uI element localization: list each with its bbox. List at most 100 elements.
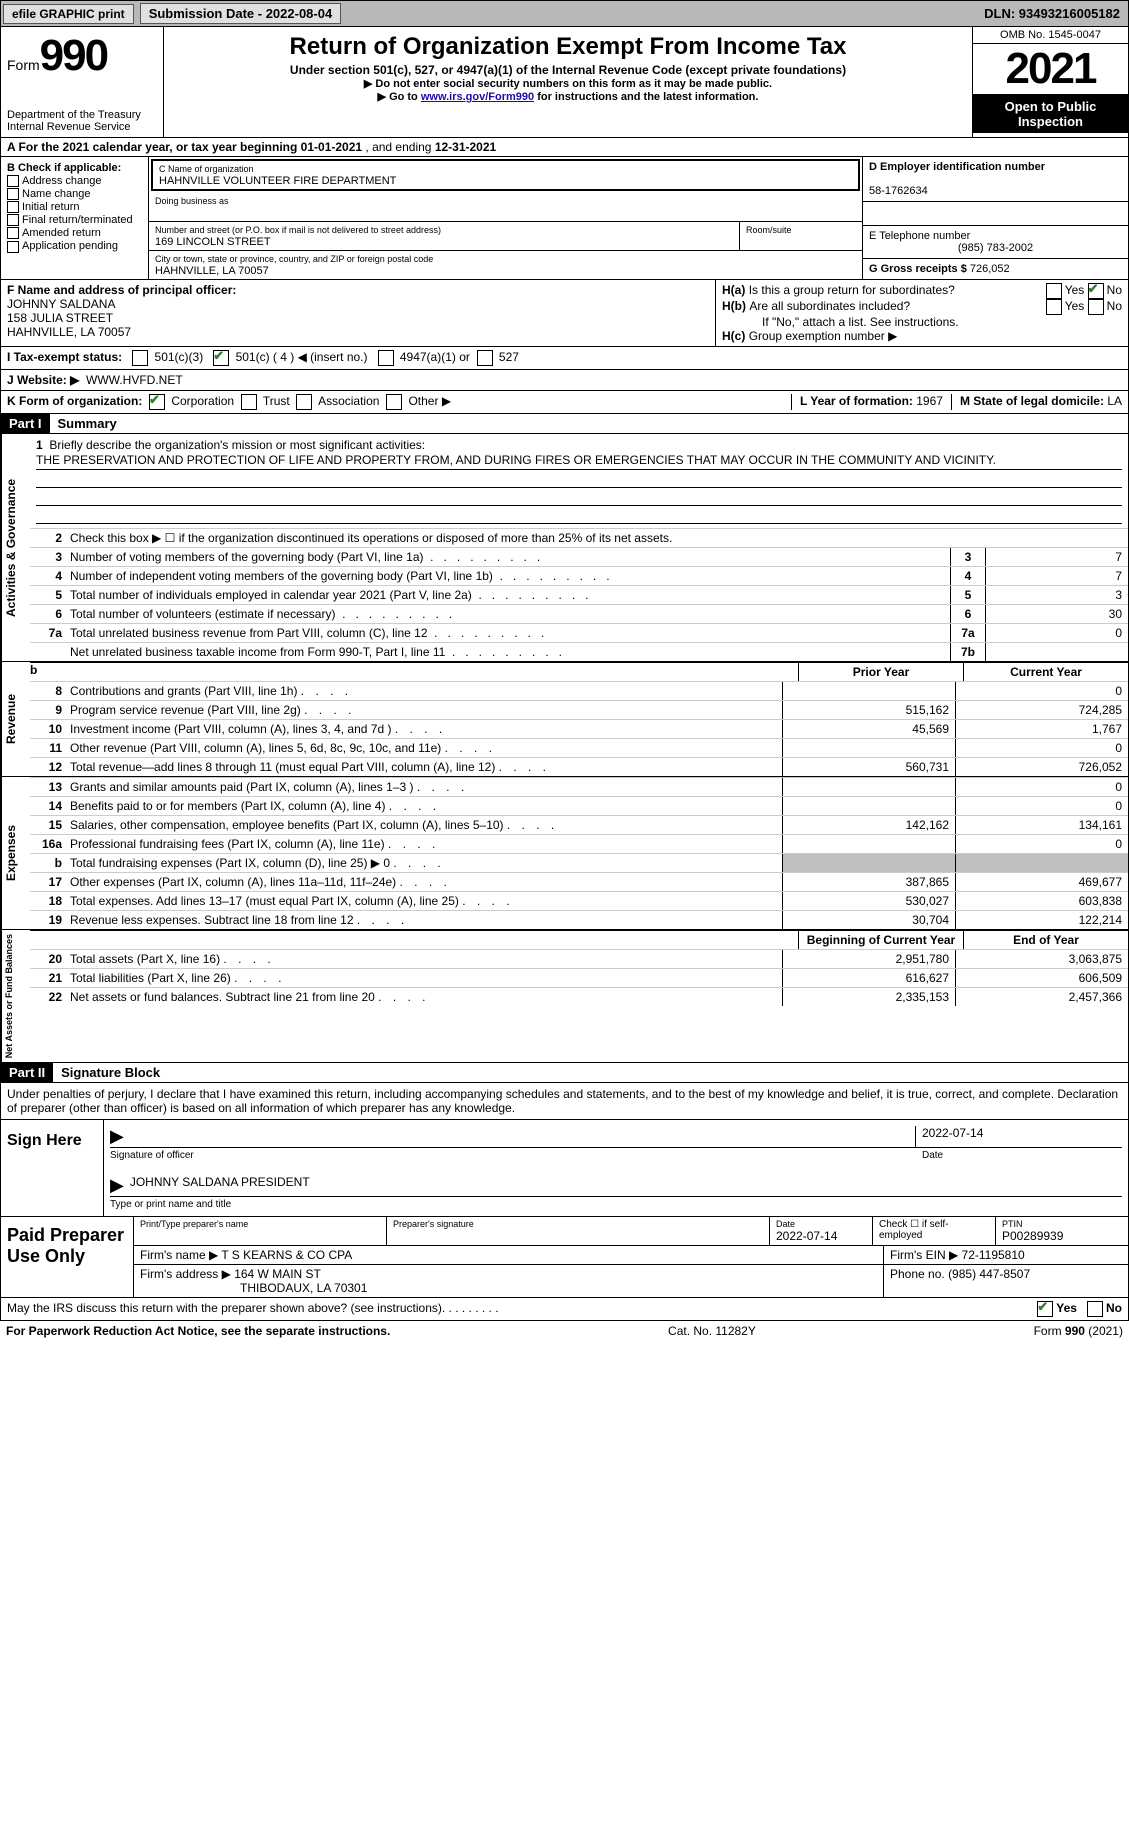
line-17: 17Other expenses (Part IX, column (A), l…	[30, 872, 1128, 891]
street-label: Number and street (or P.O. box if mail i…	[155, 225, 441, 235]
sign-arrow-icon-2: ▶	[110, 1175, 124, 1196]
pra-notice: For Paperwork Reduction Act Notice, see …	[6, 1324, 390, 1338]
sign-here-label: Sign Here	[1, 1120, 104, 1216]
chk-address-change[interactable]	[7, 175, 19, 187]
line-8: 8Contributions and grants (Part VIII, li…	[30, 681, 1128, 700]
row-a-period: A For the 2021 calendar year, or tax yea…	[0, 138, 1129, 157]
line-b: bTotal fundraising expenses (Part IX, co…	[30, 853, 1128, 872]
line-7b: Net unrelated business taxable income fr…	[66, 643, 950, 661]
line-7a: Total unrelated business revenue from Pa…	[66, 624, 950, 642]
firm-phone: (985) 447-8507	[948, 1267, 1030, 1281]
chk-pending[interactable]	[7, 241, 19, 253]
irs-link[interactable]: www.irs.gov/Form990	[421, 91, 534, 103]
chk-name-change[interactable]	[7, 188, 19, 200]
principal-officer: F Name and address of principal officer:…	[1, 280, 716, 346]
line-3: Number of voting members of the governin…	[66, 548, 950, 566]
sig-date: 2022-07-14	[915, 1126, 1122, 1147]
line-10: 10Investment income (Part VIII, column (…	[30, 719, 1128, 738]
line-4: Number of independent voting members of …	[66, 567, 950, 585]
current-year-hdr: Current Year	[963, 663, 1128, 681]
prior-year-hdr: Prior Year	[798, 663, 963, 681]
chk-501c3[interactable]	[132, 350, 148, 366]
vlabel-revenue: Revenue	[1, 662, 30, 776]
chk-4947[interactable]	[378, 350, 394, 366]
phone-value: (985) 783-2002	[869, 242, 1122, 254]
open-to-public: Open to Public Inspection	[973, 95, 1128, 133]
firm-addr2: THIBODAUX, LA 70301	[140, 1281, 367, 1295]
line-6: Total number of volunteers (estimate if …	[66, 605, 950, 623]
cat-no: Cat. No. 11282Y	[668, 1324, 756, 1338]
org-name-label: C Name of organization	[159, 164, 254, 174]
chk-corp[interactable]	[149, 394, 165, 410]
phone-label: E Telephone number	[869, 230, 970, 242]
city-label: City or town, state or province, country…	[155, 254, 433, 264]
chk-assoc[interactable]	[296, 394, 312, 410]
prep-sig-label: Preparer's signature	[393, 1219, 763, 1229]
tax-year: 2021	[973, 44, 1128, 95]
line-13: 13Grants and similar amounts paid (Part …	[30, 777, 1128, 796]
chk-discuss-yes[interactable]	[1037, 1301, 1053, 1317]
chk-ha-no[interactable]	[1088, 283, 1104, 299]
discuss-row: May the IRS discuss this return with the…	[0, 1298, 1129, 1321]
ein-value: 58-1762634	[869, 185, 928, 197]
form-header: Form990 Department of the Treasury Inter…	[0, 27, 1129, 138]
line-11: 11Other revenue (Part VIII, column (A), …	[30, 738, 1128, 757]
prep-name-label: Print/Type preparer's name	[140, 1219, 380, 1229]
col-b-checkboxes: B Check if applicable: Address change Na…	[1, 157, 149, 279]
omb-number: OMB No. 1545-0047	[973, 27, 1128, 44]
mission-block: 1 Briefly describe the organization's mi…	[30, 434, 1128, 528]
form-subtitle: Under section 501(c), 527, or 4947(a)(1)…	[174, 63, 962, 77]
submission-date: Submission Date - 2022-08-04	[140, 3, 342, 24]
line-5: Total number of individuals employed in …	[66, 586, 950, 604]
line-19: 19Revenue less expenses. Subtract line 1…	[30, 910, 1128, 929]
form-of-org: K Form of organization: Corporation Trus…	[0, 391, 1129, 414]
line-20: 20Total assets (Part X, line 16) . . . .…	[30, 949, 1128, 968]
street-value: 169 LINCOLN STREET	[155, 236, 271, 248]
prep-date: 2022-07-14	[776, 1229, 837, 1243]
chk-final-return[interactable]	[7, 214, 19, 226]
line-2: Check this box ▶ ☐ if the organization d…	[66, 529, 1128, 547]
form-ref: Form 990 (2021)	[1034, 1324, 1123, 1338]
firm-ein: 72-1195810	[962, 1248, 1025, 1262]
chk-hb-yes[interactable]	[1046, 299, 1062, 315]
name-title-label: Type or print name and title	[110, 1199, 1122, 1210]
chk-initial-return[interactable]	[7, 201, 19, 213]
chk-527[interactable]	[477, 350, 493, 366]
line-9: 9Program service revenue (Part VIII, lin…	[30, 700, 1128, 719]
paid-preparer-label: Paid Preparer Use Only	[1, 1217, 134, 1297]
ein-label: D Employer identification number	[869, 161, 1045, 173]
chk-trust[interactable]	[241, 394, 257, 410]
chk-hb-no[interactable]	[1088, 299, 1104, 315]
efile-button[interactable]: efile GRAPHIC print	[3, 4, 134, 24]
line-16a: 16aProfessional fundraising fees (Part I…	[30, 834, 1128, 853]
mission-text: THE PRESERVATION AND PROTECTION OF LIFE …	[36, 452, 1122, 470]
website-value: WWW.HVFD.NET	[86, 373, 183, 387]
line-18: 18Total expenses. Add lines 13–17 (must …	[30, 891, 1128, 910]
line-21: 21Total liabilities (Part X, line 26) . …	[30, 968, 1128, 987]
note-ssn: ▶ Do not enter social security numbers o…	[174, 77, 962, 90]
firm-name: T S KEARNS & CO CPA	[221, 1248, 352, 1262]
chk-501c[interactable]	[213, 350, 229, 366]
line-22: 22Net assets or fund balances. Subtract …	[30, 987, 1128, 1006]
officer-name-title: JOHNNY SALDANA PRESIDENT	[130, 1175, 1122, 1196]
line-12: 12Total revenue—add lines 8 through 11 (…	[30, 757, 1128, 776]
chk-ha-yes[interactable]	[1046, 283, 1062, 299]
dba-label: Doing business as	[155, 196, 229, 206]
chk-amended[interactable]	[7, 227, 19, 239]
chk-other[interactable]	[386, 394, 402, 410]
sign-arrow-icon: ▶	[110, 1126, 124, 1147]
ptin-value: P00289939	[1002, 1229, 1063, 1243]
dept-treasury: Department of the Treasury Internal Reve…	[7, 109, 157, 133]
gross-value: 726,052	[970, 263, 1010, 275]
gross-label: G Gross receipts $	[869, 263, 970, 275]
prep-self-employed: Check ☐ if self-employed	[873, 1217, 996, 1245]
vlabel-netassets: Net Assets or Fund Balances	[1, 930, 30, 1062]
city-value: HAHNVILLE, LA 70057	[155, 265, 269, 277]
tax-exempt-status: I Tax-exempt status: 501(c)(3) 501(c) ( …	[0, 347, 1129, 370]
part-i-title: Summary	[50, 414, 125, 433]
chk-discuss-no[interactable]	[1087, 1301, 1103, 1317]
part-i-tag: Part I	[1, 414, 50, 433]
vlabel-expenses: Expenses	[1, 777, 30, 929]
org-name: HAHNVILLE VOLUNTEER FIRE DEPARTMENT	[159, 175, 396, 187]
form-number: Form990	[7, 31, 157, 81]
